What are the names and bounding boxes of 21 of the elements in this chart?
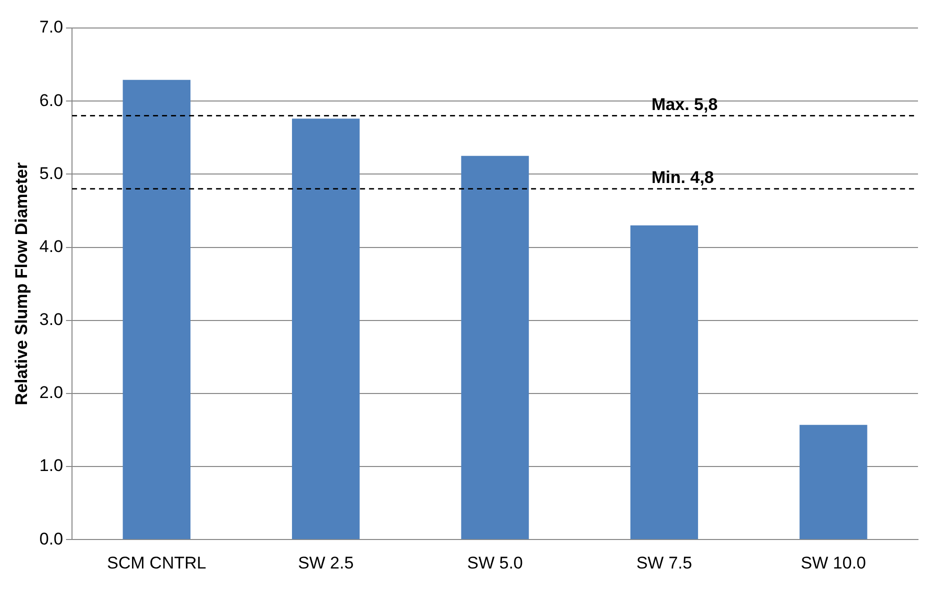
y-tick-label: 7.0 <box>39 18 64 37</box>
bar <box>292 118 360 540</box>
y-tick-label: 0.0 <box>39 529 64 548</box>
ref-line-label: Min. 4,8 <box>652 168 714 187</box>
x-tick-label: SW 2.5 <box>298 553 354 572</box>
x-tick-label: SW 5.0 <box>467 553 523 572</box>
bar <box>122 80 190 540</box>
bar <box>630 225 698 540</box>
y-tick-label: 2.0 <box>39 383 64 402</box>
x-tick-label: SW 10.0 <box>800 553 866 572</box>
ref-line-label: Max. 5,8 <box>652 94 718 114</box>
y-axis-title: Relative Slump Flow Diameter <box>12 162 31 406</box>
y-tick-label: 6.0 <box>39 90 64 110</box>
bar <box>800 424 868 540</box>
y-tick-label: 1.0 <box>39 456 64 476</box>
x-tick-label: SCM CNTRL <box>107 553 206 572</box>
bar <box>461 156 529 540</box>
y-tick-label: 5.0 <box>39 164 64 183</box>
y-tick-label: 3.0 <box>39 310 64 330</box>
y-tick-label: 4.0 <box>39 236 64 256</box>
x-tick-label: SW 7.5 <box>636 553 692 572</box>
